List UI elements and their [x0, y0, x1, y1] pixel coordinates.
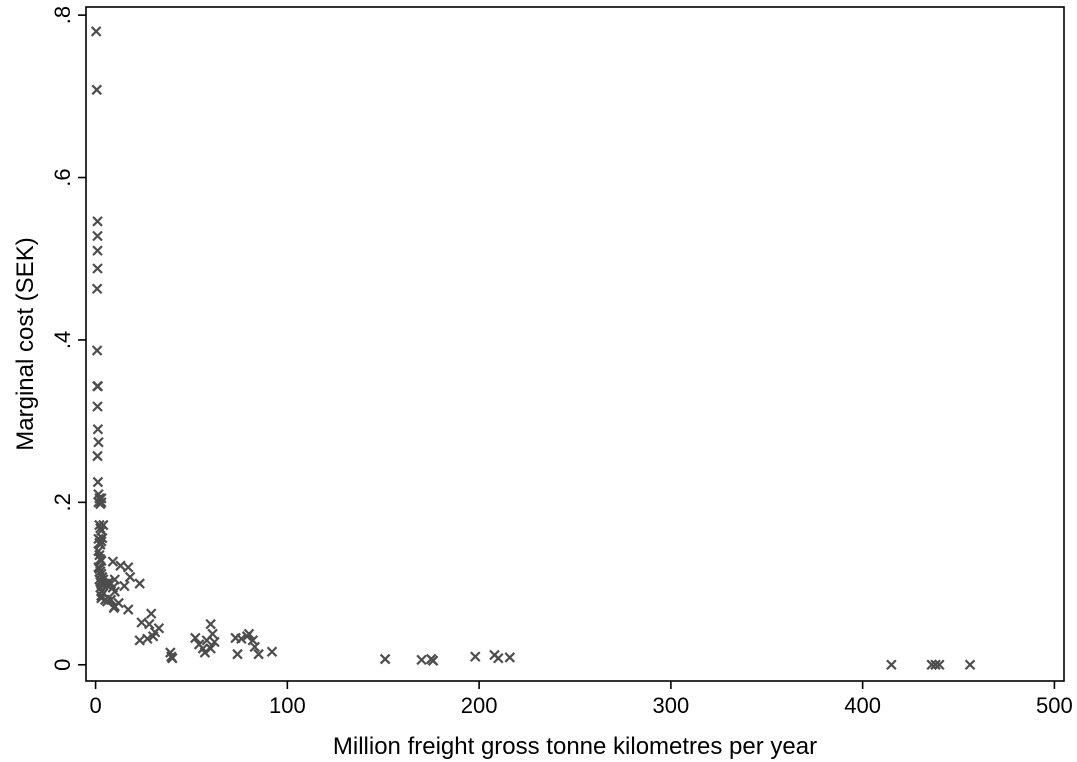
data-point — [416, 654, 427, 666]
data-point — [96, 555, 107, 567]
data-point — [205, 643, 216, 654]
data-point — [109, 586, 121, 597]
x-tick-label: 300 — [653, 693, 690, 718]
data-point — [243, 628, 255, 640]
y-tick-label: .6 — [50, 168, 75, 186]
data-point — [379, 653, 391, 665]
data-point — [886, 659, 897, 671]
data-point — [92, 423, 104, 435]
data-point — [134, 635, 145, 646]
data-point — [96, 536, 107, 547]
y-tick-label: .8 — [50, 6, 75, 24]
data-point — [122, 604, 134, 615]
data-point — [470, 651, 481, 662]
data-point — [134, 578, 145, 589]
data-point — [205, 618, 216, 630]
x-axis: 0 100 200 300 400 500 — [89, 681, 1073, 718]
x-axis-title: Million freight gross tonne kilometres p… — [333, 733, 817, 760]
data-point — [92, 450, 103, 462]
data-point — [493, 652, 504, 664]
data-point — [153, 622, 165, 634]
y-tick-label: 0 — [50, 659, 75, 671]
data-point — [96, 493, 107, 504]
data-point — [504, 652, 516, 663]
data-point — [99, 594, 111, 606]
data-point — [92, 263, 103, 274]
data-point — [926, 659, 937, 671]
data-point — [93, 436, 104, 448]
data-point — [167, 652, 178, 664]
x-tick-label: 200 — [461, 693, 498, 718]
data-point — [190, 632, 201, 644]
data-point — [232, 648, 243, 660]
x-tick-label: 100 — [269, 693, 306, 718]
data-point — [92, 401, 103, 412]
data-point — [136, 617, 147, 628]
data-point — [124, 571, 136, 583]
data-point — [91, 84, 103, 96]
data-point — [108, 602, 120, 614]
data-point — [207, 628, 218, 640]
data-points — [90, 26, 976, 671]
data-point — [209, 636, 220, 648]
data-point — [91, 345, 103, 356]
data-point — [94, 519, 105, 531]
data-point — [934, 659, 945, 671]
data-point — [266, 646, 278, 658]
data-point — [90, 26, 102, 37]
data-point — [92, 476, 104, 488]
y-axis-title: Marginal cost (SEK) — [12, 237, 39, 450]
data-point — [92, 245, 103, 256]
data-point — [92, 230, 103, 242]
data-point — [249, 641, 261, 653]
data-point — [964, 659, 976, 671]
data-point — [122, 562, 134, 573]
y-tick-label: .2 — [50, 493, 75, 511]
data-point — [92, 216, 103, 227]
data-point — [236, 633, 247, 645]
x-tick-label: 400 — [844, 693, 881, 718]
data-point — [199, 647, 211, 658]
data-point — [145, 608, 157, 619]
data-point — [96, 568, 107, 580]
data-point — [96, 497, 107, 508]
data-point — [144, 618, 155, 630]
data-point — [92, 380, 104, 392]
data-point — [427, 655, 439, 666]
data-point — [115, 560, 126, 571]
x-tick-label: 500 — [1036, 693, 1073, 718]
data-point — [107, 556, 119, 567]
data-point — [930, 659, 941, 671]
data-point — [97, 532, 108, 544]
y-tick-label: .4 — [50, 331, 75, 349]
y-axis: 0 .2 .4 .6 .8 — [50, 6, 86, 671]
data-point — [97, 519, 109, 531]
x-tick-label: 0 — [89, 693, 101, 718]
data-point — [91, 283, 103, 295]
data-point — [119, 580, 130, 592]
plot-frame — [85, 6, 1065, 682]
data-point — [253, 648, 264, 660]
data-point — [109, 574, 121, 585]
